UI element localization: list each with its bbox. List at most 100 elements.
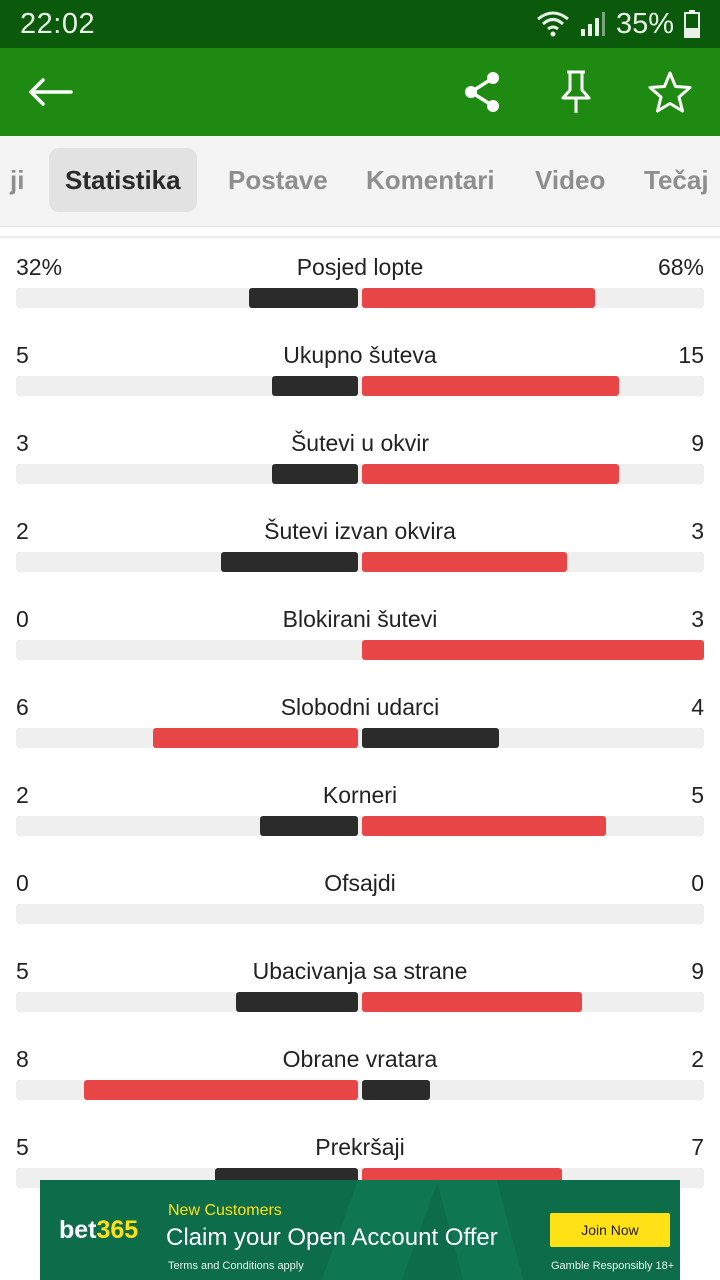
stat-label: Blokirani šutevi [282,606,438,632]
stat-label: Korneri [322,782,398,808]
stat-home-value: 5 [16,342,29,368]
stat-bar-away [362,464,619,484]
stat-bar-away [362,1080,430,1100]
ad-logo: bet365 [59,1216,139,1244]
stat-bar-away [362,288,595,308]
stat-away-value: 3 [691,518,704,544]
stat-away-value: 7 [691,1134,704,1160]
stat-home-value: 2 [16,518,29,544]
stat-bar-track [16,728,704,748]
tab-ji[interactable]: ji [10,165,25,195]
stat-bar-away [362,552,567,572]
ad-banner[interactable]: bet365 New Customers Claim your Open Acc… [40,1180,680,1280]
stat-away-value: 2 [691,1046,704,1072]
stat-home-value: 8 [16,1046,29,1072]
stat-bar-home [272,376,358,396]
stat-bar-away [362,376,619,396]
favorite-button[interactable] [642,64,698,120]
stat-home-value: 3 [16,430,29,456]
stat-label: Obrane vratara [282,1046,438,1072]
share-icon [465,72,499,112]
battery-icon [684,10,700,38]
status-bar: 22:02 35% [0,0,720,48]
stat-bar-track [16,464,704,484]
stat-label: Posjed lopte [296,254,424,280]
pin-icon [561,70,591,113]
stat-bar-track [16,552,704,572]
stat-bar-home [260,816,358,836]
stat-label: Ubacivanja sa strane [252,958,468,984]
stat-row: 8 Obrane vratara 2 [16,1032,704,1120]
share-button[interactable] [454,64,510,120]
status-icons: 35% [536,8,700,41]
stat-label: Prekršaji [315,1134,405,1160]
stat-bar-home [84,1080,358,1100]
stat-away-value: 3 [691,606,704,632]
ad-gamble-notice: Gamble Responsibly 18+ [551,1260,675,1272]
stat-away-value: 9 [691,958,704,984]
stat-home-value: 0 [16,606,29,632]
stat-away-value: 0 [691,870,704,896]
stat-home-value: 2 [16,782,29,808]
status-time: 22:02 [20,7,96,40]
stat-label: Ukupno šuteva [283,342,437,368]
stat-row: 6 Slobodni udarci 4 [16,680,704,768]
stat-away-value: 15 [678,342,704,368]
stat-away-value: 5 [691,782,704,808]
stat-row: 2 Korneri 5 [16,768,704,856]
ad-kicker: New Customers [168,1202,282,1219]
stat-away-value: 4 [691,694,704,720]
ad-headline: Claim your Open Account Offer [166,1224,498,1251]
stat-bar-track [16,1080,704,1100]
stat-home-value: 32% [16,254,63,280]
stat-bar-track [16,816,704,836]
stat-row: 0 Ofsajdi 0 [16,856,704,944]
stat-label: Slobodni udarci [280,694,440,720]
star-icon [648,71,692,113]
tab-statistika[interactable]: Statistika [49,148,197,212]
signal-icon [580,11,606,37]
arrow-left-icon [29,78,73,106]
stat-label: Šutevi u okvir [290,430,430,456]
stat-away-value: 9 [691,430,704,456]
stat-away-value: 68% [657,254,704,280]
stat-home-value: 5 [16,1134,29,1160]
battery-percent: 35% [615,7,674,40]
stat-label: Ofsajdi [324,870,396,896]
stat-bar-track [16,904,704,924]
stat-bar-track [16,640,704,660]
stat-bar-home [249,288,358,308]
stat-bar-away [362,816,606,836]
stat-bar-track [16,376,704,396]
wifi-icon [536,10,570,38]
app-bar [0,48,720,136]
stat-row: 2 Šutevi izvan okvira 3 [16,504,704,592]
tab-bar: ji Statistika Postave Komentari Video Tečaj [0,136,720,227]
back-button[interactable] [22,64,78,120]
join-now-button[interactable]: Join Now [550,1213,670,1247]
stat-bar-away [362,640,704,660]
stat-row: 5 Ukupno šuteva 15 [16,328,704,416]
stat-row: 32% Posjed lopte 68% [16,240,704,328]
stat-bar-home [221,552,358,572]
stat-bar-track [16,288,704,308]
stat-label: Šutevi izvan okvira [264,518,456,544]
stat-bar-away [362,992,582,1012]
divider [0,236,720,240]
stat-home-value: 6 [16,694,29,720]
stat-bar-track [16,992,704,1012]
stat-row: 5 Ubacivanja sa strane 9 [16,944,704,1032]
stat-home-value: 0 [16,870,29,896]
stat-bar-away [362,728,499,748]
stat-bar-home [272,464,358,484]
stat-bar-home [153,728,358,748]
tab-tečaj[interactable]: Tečaj [644,165,709,195]
stat-row: 3 Šutevi u okvir 9 [16,416,704,504]
tab-postave[interactable]: Postave [228,165,328,195]
stat-bar-home [236,992,358,1012]
stat-home-value: 5 [16,958,29,984]
pin-button[interactable] [548,64,604,120]
tab-komentari[interactable]: Komentari [366,165,495,195]
ad-terms[interactable]: Terms and Conditions apply [168,1260,304,1272]
tab-video[interactable]: Video [535,165,606,195]
